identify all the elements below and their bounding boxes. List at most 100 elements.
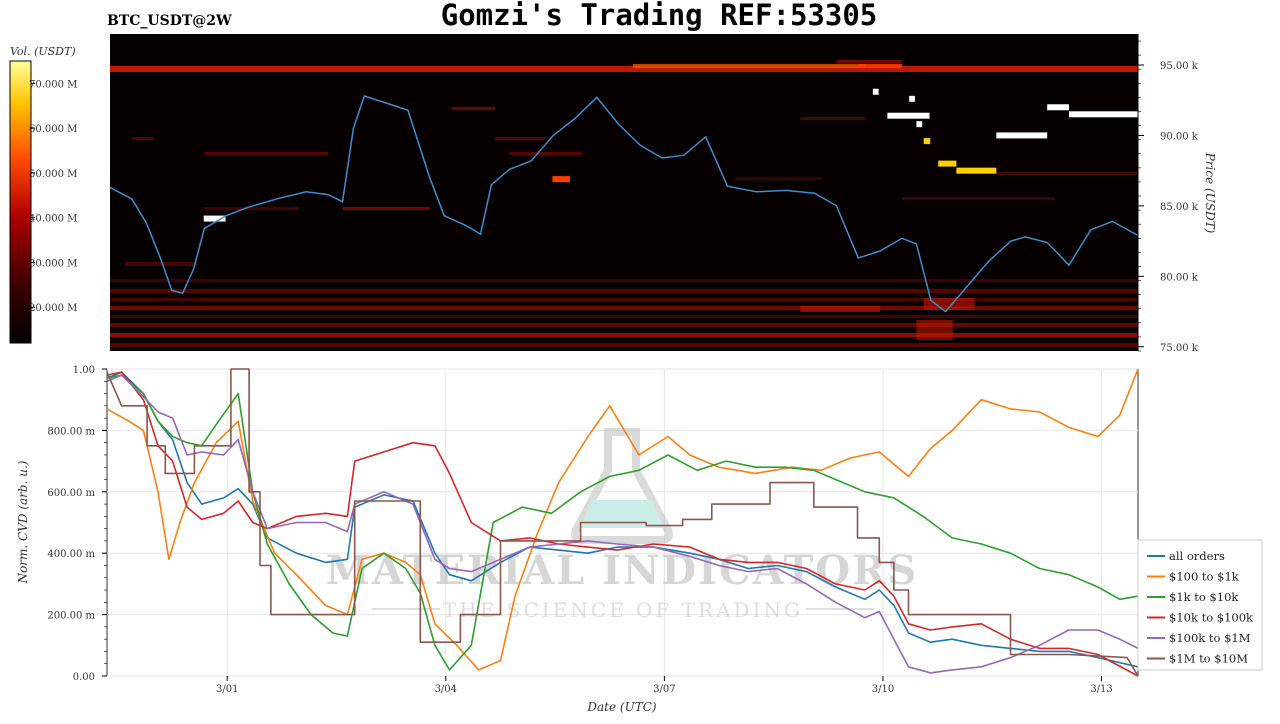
order-block	[909, 95, 915, 102]
cvd-x-axis-label: Date (UTC)	[586, 700, 656, 714]
legend-label: $1k to $10k	[1169, 590, 1239, 604]
liquidity-band	[110, 333, 1138, 337]
order-block	[996, 132, 1048, 139]
price-axis-ticks: 75.00 k 80.00 k 85.00 k 90.00 k 95.00 k	[1138, 40, 1199, 354]
series-line--1k-to-10k	[106, 374, 1139, 671]
legend-label: $1M to $10M	[1169, 652, 1248, 666]
liquidity-band	[836, 60, 902, 63]
order-block	[938, 160, 957, 167]
cvd-x-tick-label: 3/04	[435, 684, 457, 695]
liquidity-band	[131, 137, 154, 140]
order-block	[552, 176, 570, 183]
cvd-y-tick-label: 0.00	[73, 672, 95, 683]
liquidity-band	[110, 323, 1138, 327]
colorbar-tick-label: 30.000 M	[29, 258, 77, 269]
liquidity-band	[509, 152, 583, 155]
pair-label: BTC_USDT@2W	[107, 13, 232, 29]
flask-liquid-icon	[580, 500, 664, 528]
cvd-y-tick-label: 600.00 m	[47, 488, 95, 499]
legend-box	[1137, 539, 1263, 671]
order-block	[887, 112, 930, 119]
order-block	[916, 121, 923, 128]
colorbar: Vol. (USDT) 20.000 M 30.000 M 40.000 M 50.0…	[9, 45, 77, 344]
colorbar-tick-label: 70.000 M	[29, 79, 77, 90]
liquidity-band	[342, 207, 430, 210]
cvd-x-ticks: 3/01 3/04 3/07 3/10 3/13	[216, 676, 1113, 695]
cvd-y-ticks: 0.00 200.00 m 400.00 m 600.00 m 800.00 m 1.00	[47, 365, 107, 683]
series-line--100-to-1k	[106, 368, 1139, 671]
liquidity-band	[800, 117, 866, 120]
price-axis-label: Price (USDT)	[1203, 152, 1217, 234]
liquidity-band	[204, 152, 328, 155]
legend-label: $10k to $100k	[1169, 611, 1254, 625]
heatmap-background	[110, 34, 1138, 351]
liquidity-band	[124, 262, 198, 266]
legend-label: $100 to $1k	[1169, 570, 1240, 584]
cvd-x-tick-label: 3/10	[872, 684, 894, 695]
order-block	[872, 88, 879, 95]
cvd-y-tick-label: 400.00 m	[47, 549, 95, 560]
colorbar-tick-label: 50.000 M	[29, 169, 77, 180]
heatmap-bands	[110, 60, 1138, 347]
heatmap-marks	[203, 88, 1138, 222]
liquidity-band	[901, 197, 1055, 200]
cvd-x-tick-label: 3/01	[216, 684, 238, 695]
liquidity-band	[110, 279, 1138, 282]
colorbar-gradient	[9, 60, 32, 344]
order-block	[203, 215, 226, 222]
series-line--100k-to-1m	[106, 374, 1139, 674]
liquidity-band	[110, 315, 1138, 318]
liquidity-band	[110, 306, 1138, 310]
liquidity-band	[800, 306, 881, 312]
liquidity-band	[734, 177, 822, 180]
cvd-y-axis-label: Norm. CVD (arb. u.)	[16, 460, 30, 584]
chart-title: Gomzi's Trading REF:53305	[441, 0, 878, 32]
colorbar-label: Vol. (USDT)	[10, 45, 76, 58]
liquidity-band	[110, 66, 1138, 72]
flask-icon	[571, 428, 673, 544]
price-tick-label: 75.00 k	[1160, 343, 1199, 354]
colorbar-tick-label: 40.000 M	[29, 214, 77, 225]
liquidity-band	[204, 207, 299, 210]
legend-label: $100k to $1M	[1169, 631, 1251, 645]
liquidity-band	[923, 298, 975, 310]
watermark: MATERIAL INDICATORS THE SCIENCE OF TRADI…	[326, 428, 916, 622]
order-block	[1047, 104, 1069, 111]
liquidity-band	[996, 172, 1138, 175]
liquidity-band	[451, 107, 496, 110]
price-tick-label: 85.00 k	[1160, 202, 1199, 213]
cvd-panel: MATERIAL INDICATORS THE SCIENCE OF TRADI…	[16, 365, 1263, 714]
cvd-x-tick-label: 3/13	[1090, 684, 1112, 695]
price-tick-label: 80.00 k	[1160, 272, 1199, 283]
liquidity-band	[110, 298, 1138, 301]
order-block	[1068, 111, 1138, 118]
legend-items: all orders $100 to $1k $1k to $10k $10k to …	[1147, 549, 1254, 666]
cvd-series-lines	[106, 368, 1139, 677]
liquidity-band	[916, 320, 953, 340]
colorbar-tick-label: 20.000 M	[29, 303, 77, 314]
cvd-y-tick-label: 1.00	[73, 365, 95, 376]
price-tick-label: 95.00 k	[1160, 61, 1199, 72]
liquidity-band	[110, 343, 1138, 347]
liquidity-band	[858, 64, 902, 68]
colorbar-tick-label: 60.000 M	[29, 124, 77, 135]
liquidity-band	[495, 137, 546, 140]
legend: all orders $100 to $1k $1k to $10k $10k to …	[1137, 539, 1263, 671]
price-line	[109, 95, 1139, 313]
cvd-x-tick-label: 3/07	[653, 684, 675, 695]
liquidity-band	[633, 64, 866, 68]
liquidity-band	[110, 289, 1138, 293]
heatmap-panel: 75.00 k 80.00 k 85.00 k 90.00 k 95.00 k Pric…	[109, 34, 1217, 354]
colorbar-ticks: 20.000 M 30.000 M 40.000 M 50.000 M 60.000 M…	[29, 79, 77, 314]
series-line-all-orders	[106, 371, 1139, 668]
cvd-y-tick-label: 200.00 m	[47, 611, 95, 622]
watermark-subtext: THE SCIENCE OF TRADING	[443, 598, 803, 622]
order-block	[956, 167, 997, 174]
series-line--1m-to-10m	[106, 368, 1139, 677]
order-block	[923, 138, 931, 145]
price-tick-label: 90.00 k	[1160, 131, 1199, 142]
cvd-y-tick-label: 800.00 m	[47, 426, 95, 437]
legend-label: all orders	[1169, 549, 1225, 563]
